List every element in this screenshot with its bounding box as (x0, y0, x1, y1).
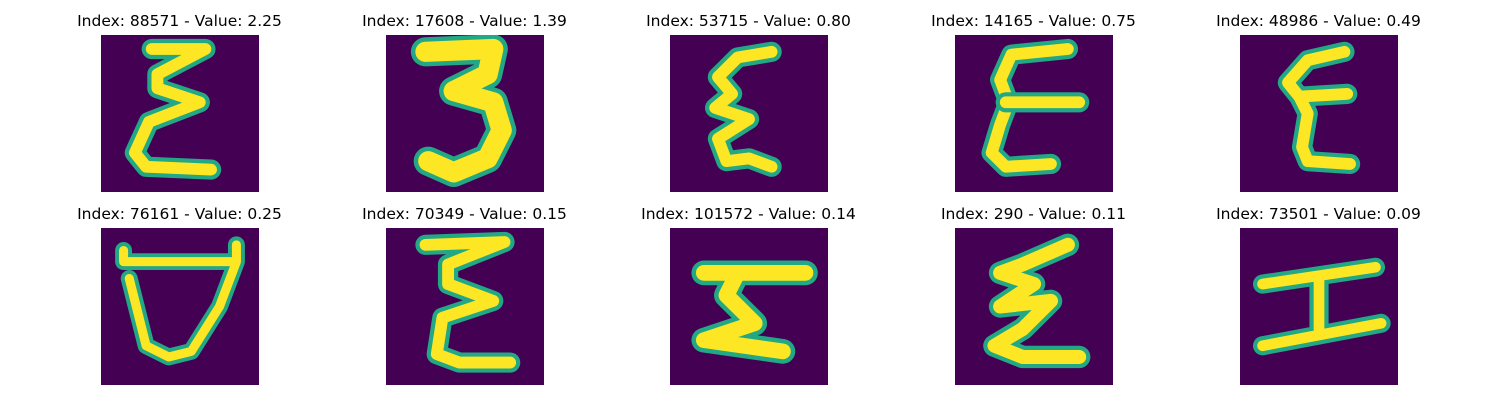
panel-73501: Index: 73501 - Value: 0.09 (1176, 193, 1461, 385)
panel-101572: Index: 101572 - Value: 0.14 (606, 193, 891, 385)
panel-title: Index: 48986 - Value: 0.49 (1216, 12, 1421, 30)
panel-title: Index: 73501 - Value: 0.09 (1216, 205, 1421, 223)
panel-70349: Index: 70349 - Value: 0.15 (322, 193, 607, 385)
panel-title: Index: 17608 - Value: 1.39 (362, 12, 567, 30)
digit-image (386, 228, 544, 385)
panel-290: Index: 290 - Value: 0.11 (891, 193, 1176, 385)
panel-53715: Index: 53715 - Value: 0.80 (606, 0, 891, 192)
panel-14165: Index: 14165 - Value: 0.75 (891, 0, 1176, 192)
digit-image (1240, 35, 1398, 192)
digit-image (101, 228, 259, 385)
panel-title: Index: 70349 - Value: 0.15 (362, 205, 567, 223)
panel-76161: Index: 76161 - Value: 0.25 (37, 193, 322, 385)
digit-image (386, 35, 544, 192)
panel-48986: Index: 48986 - Value: 0.49 (1176, 0, 1461, 192)
panel-title: Index: 53715 - Value: 0.80 (646, 12, 851, 30)
panel-title: Index: 14165 - Value: 0.75 (931, 12, 1136, 30)
digit-image (101, 35, 259, 192)
panel-title: Index: 76161 - Value: 0.25 (77, 205, 282, 223)
panel-88571: Index: 88571 - Value: 2.25 (37, 0, 322, 192)
panel-title: Index: 101572 - Value: 0.14 (641, 205, 856, 223)
digit-image (1240, 228, 1398, 385)
digit-image (670, 228, 828, 385)
panel-17608: Index: 17608 - Value: 1.39 (322, 0, 607, 192)
digit-image (955, 35, 1113, 192)
digit-image (670, 35, 828, 192)
panel-title: Index: 88571 - Value: 2.25 (77, 12, 282, 30)
digit-image (955, 228, 1113, 385)
panel-title: Index: 290 - Value: 0.11 (940, 205, 1127, 223)
